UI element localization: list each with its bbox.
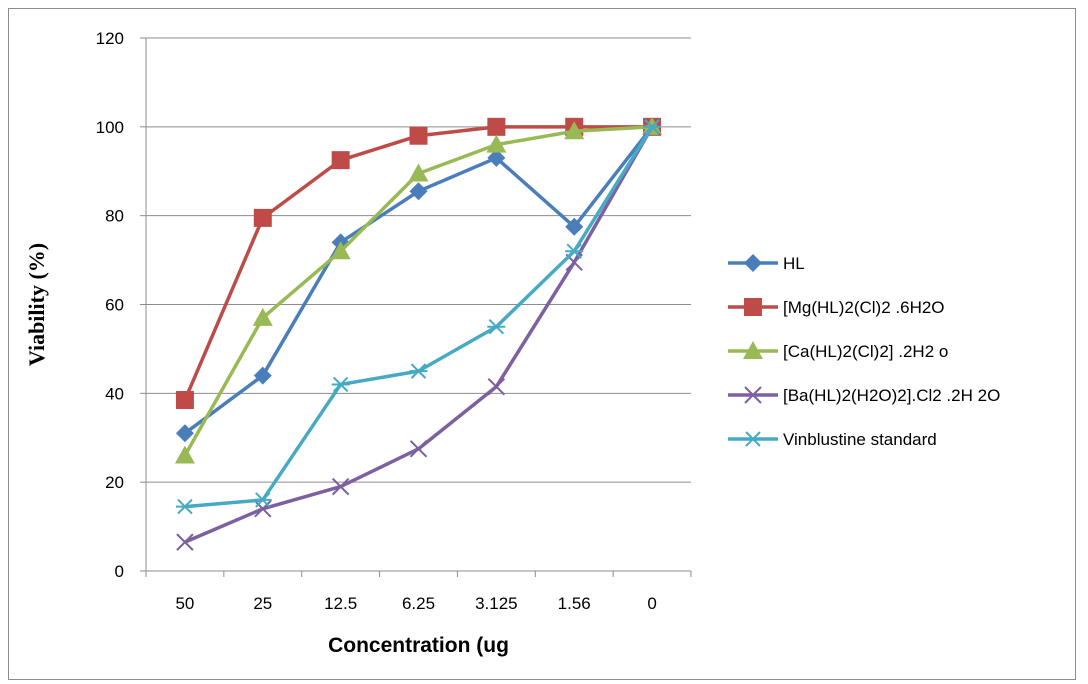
legend-item: [Ca(HL)2(Cl)2] .2H2 o <box>728 341 948 361</box>
x-marker <box>487 377 506 396</box>
legend-item: [Mg(HL)2(Cl)2 .6H2O <box>728 298 945 317</box>
triangle-marker <box>408 163 429 182</box>
star-marker <box>331 376 350 393</box>
star-marker <box>253 492 272 508</box>
x-marker <box>176 533 194 551</box>
star-marker <box>643 119 662 135</box>
star-marker <box>487 319 506 335</box>
x-marker <box>254 500 272 518</box>
y-tick-label: 60 <box>105 296 124 315</box>
y-tick-label: 100 <box>96 118 124 137</box>
x-tick-label: 12.5 <box>324 594 357 613</box>
y-tick-labels: 0 20 40 60 80 100 120 <box>96 29 124 581</box>
triangle-marker <box>330 241 351 260</box>
legend-label: [Ba(HL)2(H2O)2].Cl2 .2H 2O <box>783 386 1000 405</box>
y-axis-label: Viability (%) <box>24 243 49 366</box>
chart-frame <box>8 8 1076 680</box>
triangle-marker <box>174 445 195 464</box>
axes <box>140 37 692 577</box>
legend-label: [Mg(HL)2(Cl)2 .6H2O <box>783 298 945 317</box>
legend-item: [Ba(HL)2(H2O)2].Cl2 .2H 2O <box>728 386 1000 405</box>
diamond-marker <box>253 366 272 385</box>
x-tick-label: 3.125 <box>475 594 518 613</box>
y-tick-label: 20 <box>105 473 124 492</box>
triangle-marker <box>564 121 585 140</box>
x-tick-labels: 50 25 12.5 6.25 3.125 1.56 0 <box>175 594 656 613</box>
x-marker <box>331 477 350 496</box>
x-tick-label: 25 <box>253 594 272 613</box>
x-tick-label: 1.56 <box>558 594 591 613</box>
x-tick-label: 50 <box>175 594 194 613</box>
x-marker <box>744 386 762 404</box>
diamond-marker <box>565 217 584 236</box>
series <box>174 116 663 464</box>
triangle-marker <box>252 307 273 326</box>
legend-item: HL <box>728 254 805 273</box>
diamond-marker <box>487 148 506 167</box>
y-tick-label: 40 <box>105 384 124 403</box>
legend-label: Vinblustine standard <box>783 430 937 449</box>
square-marker <box>331 151 350 170</box>
star-marker <box>409 363 428 379</box>
square-marker <box>487 117 506 136</box>
x-axis-label: Concentration (ug <box>328 634 509 657</box>
series <box>175 119 662 515</box>
triangle-marker <box>743 341 763 359</box>
diamond-marker <box>175 424 194 443</box>
triangle-marker <box>486 134 507 153</box>
square-marker <box>744 298 762 316</box>
star-marker <box>175 498 194 515</box>
square-marker <box>409 126 428 145</box>
legend-label: [Ca(HL)2(Cl)2] .2H2 o <box>783 342 948 361</box>
star-marker <box>565 243 584 259</box>
x-tick-label: 0 <box>647 594 656 613</box>
series-group <box>174 116 663 551</box>
legend-label: HL <box>783 254 805 273</box>
diamond-marker <box>744 254 762 272</box>
square-marker <box>175 390 194 409</box>
gridlines <box>146 37 691 483</box>
star-marker <box>744 431 762 447</box>
y-tick-label: 0 <box>115 562 124 581</box>
legend-item: Vinblustine standard <box>728 430 937 449</box>
x-tick-label: 6.25 <box>402 594 435 613</box>
y-tick-label: 120 <box>96 29 124 48</box>
diamond-marker <box>409 182 428 201</box>
x-marker <box>409 440 428 458</box>
legend: HL [Mg(HL)2(Cl)2 .6H2O [Ca(HL)2(Cl)2] .2H2… <box>728 254 1000 449</box>
y-tick-label: 80 <box>105 207 124 226</box>
square-marker <box>253 208 272 227</box>
series <box>175 117 662 409</box>
